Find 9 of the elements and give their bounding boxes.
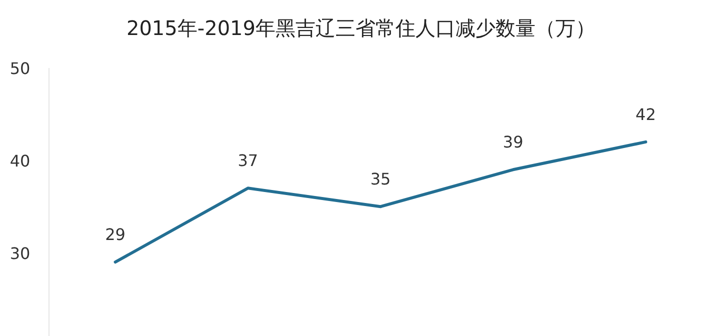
data-label: 42 xyxy=(636,104,656,124)
data-label: 35 xyxy=(370,170,391,189)
y-tick-label: 40 xyxy=(10,151,30,170)
data-label: 37 xyxy=(238,151,258,170)
chart-title: 2015年-2019年黑吉辽三省常住人口减少数量（万） xyxy=(126,16,596,40)
y-tick-label: 50 xyxy=(10,59,30,78)
data-label: 39 xyxy=(502,132,524,152)
data-label: 29 xyxy=(105,225,126,244)
y-tick-label: 30 xyxy=(10,244,30,263)
